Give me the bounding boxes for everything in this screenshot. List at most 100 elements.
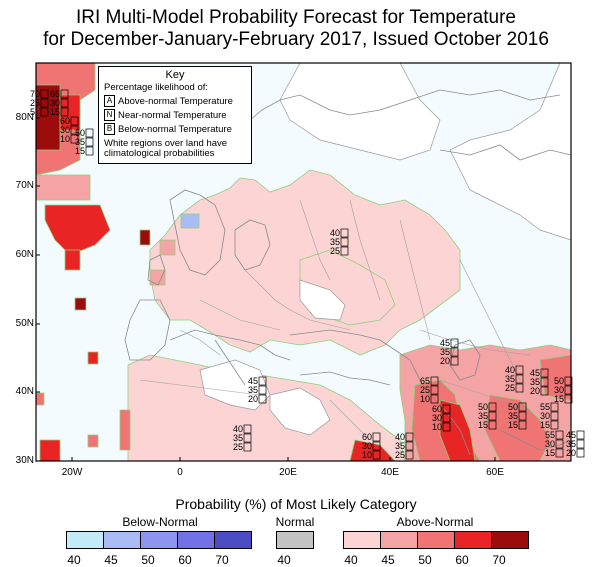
annotation-box [564, 376, 573, 386]
annotation-box [40, 98, 49, 108]
annotation-box [550, 411, 559, 421]
annotation-value-b: 20 [440, 356, 450, 366]
annotation-box [430, 394, 439, 404]
annotation-value-b: 15 [540, 420, 550, 430]
annotation-value-a: 45 [530, 368, 540, 378]
annotation-box [550, 420, 559, 430]
annotation-value-b: 25 [505, 383, 515, 393]
annotation-box [85, 137, 94, 147]
annotation-box [430, 376, 439, 386]
legend-tick-above-3: 60 [455, 553, 469, 567]
annotation-box [340, 246, 349, 256]
annotation-box [60, 107, 69, 117]
legend-title: Probability (%) of Most Likely Category [175, 496, 417, 512]
annotation-value-n: 35 [75, 137, 85, 147]
key-row-above: A Above-normal Temperature [104, 95, 251, 107]
annotation-value-a: 70 [30, 89, 40, 99]
annotation-value-b: 20 [530, 386, 540, 396]
annotation-value-n: 30 [540, 411, 550, 421]
annotation-value-n: 35 [478, 411, 488, 421]
key-label-below: Below-normal Temperature [118, 123, 232, 135]
annotation-box [518, 420, 527, 430]
annotation-value-b: 10 [432, 422, 442, 432]
annotation-value-a: 65 [50, 89, 60, 99]
annotation-value-b: 25 [233, 442, 243, 452]
annotation-value-b: 10 [60, 134, 70, 144]
annotation-box [40, 89, 49, 99]
climatology-land [199, 62, 572, 436]
annotation-value-n: 25 [30, 98, 40, 108]
annotation-box [576, 448, 585, 458]
annotation-box [488, 420, 497, 430]
annotation-value-n: 35 [505, 374, 515, 384]
legend-swatch-normal-0 [276, 531, 314, 549]
annotation-box [372, 441, 381, 451]
annotation-box [60, 89, 69, 99]
legend-tick-below-0: 40 [67, 553, 81, 567]
key-box: Key Percentage likelihood of: A Above-no… [98, 66, 252, 164]
annotation-box [40, 107, 49, 117]
legend-tick-below-4: 70 [215, 553, 229, 567]
annotation-box [442, 413, 451, 423]
annotation-box [515, 365, 524, 375]
annotation-box [258, 376, 267, 386]
legend-swatch-above-2 [417, 531, 455, 549]
annotation-box [564, 385, 573, 395]
annotation-box [405, 450, 414, 460]
annotation-value-a: 40 [330, 228, 340, 238]
coastlines [124, 89, 572, 456]
annotation-box [515, 383, 524, 393]
legend-swatch-above-0 [343, 531, 381, 549]
annotation-value-a: 65 [420, 376, 430, 386]
key-label-above: Above-normal Temperature [118, 95, 233, 107]
key-letter-b: B [104, 123, 115, 135]
annotation-box [515, 374, 524, 384]
annotation-value-a: 55 [540, 402, 550, 412]
map-title-line2: for December-January-February 2017, Issu… [43, 29, 549, 50]
annotation-value-a: 45 [440, 338, 450, 348]
legend-tick-normal-0: 40 [277, 553, 291, 567]
annotation-value-b: 25 [330, 246, 340, 256]
annotation-value-n: 35 [395, 441, 405, 451]
annotation-box [372, 432, 381, 442]
annotation-box [430, 385, 439, 395]
lat-label-80n: 80N [15, 112, 34, 123]
annotation-value-n: 30 [545, 439, 555, 449]
lon-label-20e: 20E [279, 467, 297, 478]
annotation-box [85, 128, 94, 138]
legend-tick-above-1: 45 [381, 553, 395, 567]
annotation-value-a: 60 [60, 116, 70, 126]
annotation-value-a: 45 [248, 376, 258, 386]
annotation-box [442, 422, 451, 432]
lat-label-40n: 40N [15, 386, 34, 397]
annotation-value-a: 40 [395, 432, 405, 442]
annotation-value-b: 25 [395, 450, 405, 460]
lat-label-50n: 50N [15, 318, 34, 329]
annotation-value-a: 50 [75, 128, 85, 138]
legend-tick-below-2: 50 [141, 553, 155, 567]
annotation-box [258, 385, 267, 395]
annotation-box [70, 134, 79, 144]
annotation-box [85, 146, 94, 156]
annotation-box [576, 439, 585, 449]
annotation-box [540, 386, 549, 396]
annotation-box [70, 125, 79, 135]
annotation-box [555, 439, 564, 449]
annotation-box [340, 237, 349, 247]
annotation-value-n: 35 [233, 433, 243, 443]
annotation-value-a: 40 [505, 365, 515, 375]
key-note: White regions over land have climatologi… [104, 139, 251, 159]
annotation-box [450, 356, 459, 366]
key-row-near: N Near-normal Temperature [104, 109, 251, 121]
legend-tick-above-4: 70 [492, 553, 506, 567]
legend-swatch-below-2 [140, 531, 178, 549]
legend-swatch-above-4 [491, 531, 529, 549]
